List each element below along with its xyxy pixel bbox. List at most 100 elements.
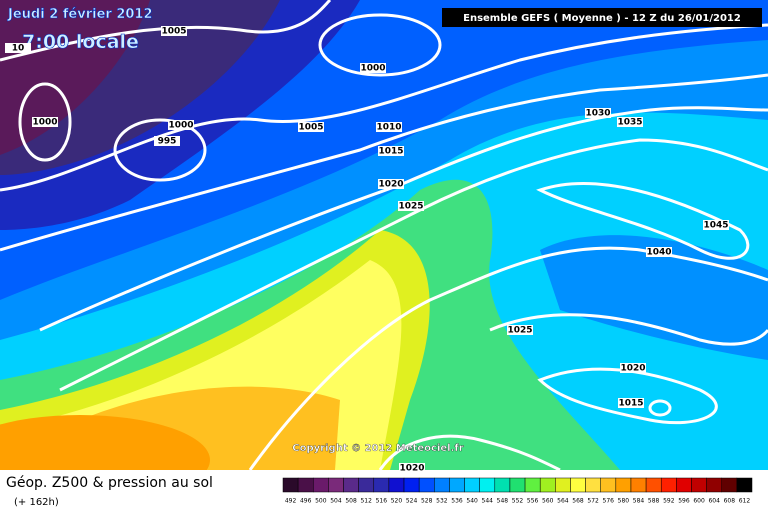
legend-swatch [479,477,496,493]
isobar-label: 1040 [646,248,671,258]
isobar-label-bg [646,247,672,257]
legend-swatch [282,477,299,493]
legend-label: 580 [618,498,630,505]
isobar [318,13,442,77]
isobar-label: 1005 [298,123,323,133]
legend-label: 492 [285,498,297,505]
footer-lead: (+ 162h) [14,497,59,508]
legend-label: 572 [587,498,599,505]
legend-swatch [539,477,556,493]
isobar-label-bg [617,117,643,127]
legend-label: 556 [527,498,539,505]
isobar-label: 1010 [376,123,401,133]
isobar-label-bg [378,179,404,189]
isobar-label-bg [378,146,404,156]
isobars [0,0,768,472]
legend-label: 520 [391,498,403,505]
legend-label: 608 [724,498,736,505]
legend-label: 528 [421,498,433,505]
legend-swatch [373,477,390,493]
legend-swatch [570,477,586,493]
isobar-label: 1035 [617,118,642,128]
isobar-label-bg [618,398,644,408]
isobar [537,367,718,425]
isobar [113,118,207,182]
isobar-label: 1000 [360,64,385,74]
legend-label: 592 [663,498,675,505]
legend-swatch [434,477,450,493]
isobar-label: 1020 [399,464,424,474]
legend-label: 600 [693,498,705,505]
isobar [0,0,332,62]
isobar-label-bg [154,136,180,146]
legend-label: 524 [406,498,418,505]
isobar-label: 1025 [398,202,423,212]
field-region [0,0,150,155]
isobar-label-bg [398,201,424,211]
legend-label: 548 [497,498,509,505]
isobar-label: 1015 [618,399,643,409]
legend-swatch [691,477,707,493]
legend-swatch [509,477,526,493]
run-label: Ensemble GEFS ( Moyenne ) - 12 Z du 26/0… [463,13,741,24]
legend-swatch [494,477,511,493]
isobar-label: 1020 [378,180,403,190]
isobar-label: 1045 [703,221,728,231]
isobar-label-bg [5,43,31,53]
isobar-label-bg [399,463,425,473]
legend-swatch [297,477,314,493]
legend-label: 604 [708,498,720,505]
time-label: 7:00 locale [22,31,139,53]
isobar-label-bg [168,120,194,130]
legend-swatch [418,477,435,493]
isobar-label-bg [161,26,187,36]
legend-label: 512 [360,498,372,505]
legend-swatch [721,477,738,493]
legend-swatch [358,477,375,493]
legend-label: 496 [300,498,312,505]
isobar-label-bg [360,63,386,73]
legend-swatch [630,477,647,493]
legend-swatch [313,477,329,493]
legend-label: 584 [633,498,645,505]
isobar [0,73,768,252]
legend-label: 516 [376,498,388,505]
legend-label: 568 [572,498,584,505]
legend-label: 564 [557,498,569,505]
legend-swatch [600,477,617,493]
isobar-label-bg [298,122,324,132]
isobar [18,82,72,162]
isobar-label-bg [620,363,646,373]
legend-label: 612 [739,498,751,505]
copyright: Copyright © 2012 Meteociel.fr [292,443,463,454]
legend-label: 560 [542,498,554,505]
legend-swatch [660,477,677,493]
legend-swatch [449,477,465,493]
legend-label: 540 [466,498,478,505]
legend-label: 588 [648,498,660,505]
isobar-label-bg [507,325,533,335]
isobar-label: 1000 [168,121,193,131]
legend-label: 544 [482,498,494,505]
legend-label: 504 [330,498,342,505]
legend-label: 596 [678,498,690,505]
legend-swatch [343,477,359,493]
isobar [248,246,768,471]
legend-swatch [645,477,662,493]
legend-label: 576 [603,498,615,505]
legend-label: 536 [451,498,463,505]
isobar-label: 1015 [378,147,403,157]
isobar-label: 1005 [161,27,186,37]
legend-swatch [676,477,692,493]
legend-label: 508 [345,498,357,505]
legend-label: 532 [436,498,448,505]
legend-swatch [464,477,480,493]
legend-swatch [403,477,420,493]
run-banner [442,8,762,27]
isobar [378,434,561,472]
isobar [59,138,768,392]
date-label: Jeudi 2 février 2012 [7,7,153,22]
legend-swatch [555,477,571,493]
legend-swatch [388,477,405,493]
